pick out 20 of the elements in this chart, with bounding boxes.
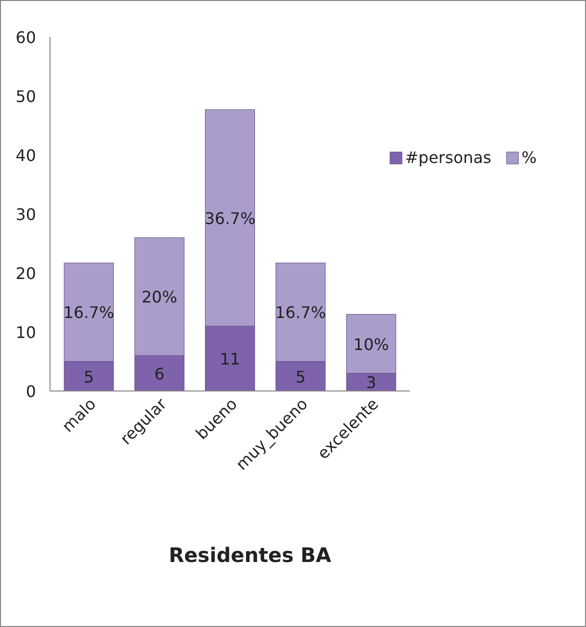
y-tick-label: 60 — [16, 28, 36, 47]
data-label: 20% — [142, 288, 178, 307]
data-label: 5 — [295, 367, 306, 386]
data-label: 11 — [220, 350, 240, 369]
y-tick-label: 50 — [16, 87, 36, 106]
data-label: 5 — [84, 367, 94, 386]
legend-label: #personas — [405, 148, 492, 167]
data-label: 16.7% — [275, 303, 326, 322]
y-tick-label: 20 — [16, 264, 36, 283]
y-tick-label: 10 — [16, 323, 36, 342]
data-label: 6 — [154, 364, 165, 384]
data-label: 3 — [366, 373, 376, 392]
legend-label: % — [522, 148, 537, 167]
y-tick-label: 0 — [26, 382, 36, 401]
data-label: 36.7% — [204, 208, 256, 228]
data-label: 10% — [353, 334, 389, 354]
data-label: 16.7% — [63, 303, 114, 322]
y-tick-label: 40 — [16, 146, 36, 165]
y-tick-label: 30 — [16, 205, 36, 224]
x-axis-title: Residentes BA — [168, 543, 332, 567]
